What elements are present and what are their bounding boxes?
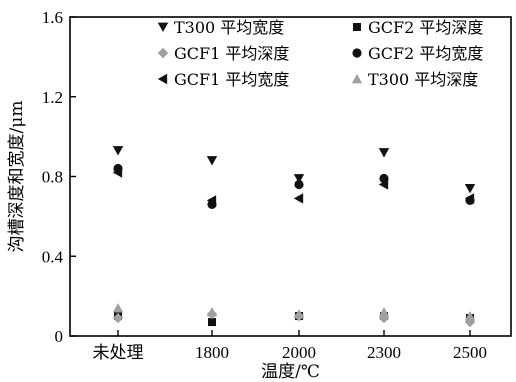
data-point — [464, 193, 475, 204]
legend-item: GCF1 平均宽度 — [157, 70, 289, 89]
series-1 — [114, 312, 474, 327]
data-point — [112, 303, 124, 313]
legend-marker — [353, 23, 361, 31]
data-point — [378, 179, 389, 190]
legend-label: GCF1 平均宽度 — [174, 70, 289, 89]
x-tick-label: 2300 — [367, 343, 401, 362]
series-3 — [113, 163, 475, 210]
data-point — [293, 309, 305, 319]
data-point — [208, 318, 216, 327]
legend-marker — [157, 22, 169, 32]
x-tick-label: 2000 — [282, 343, 316, 362]
data-point — [378, 148, 390, 158]
x-tick-label: 未处理 — [93, 343, 144, 362]
y-tick-label: 0.4 — [42, 247, 64, 266]
legend-label: GCF1 平均深度 — [174, 44, 289, 63]
data-point — [112, 146, 124, 156]
legend-label: T300 平均宽度 — [174, 18, 284, 37]
data-point — [112, 312, 124, 324]
legend: T300 平均宽度 GCF2 平均深度 GCF1 平均深度 GCF2 平均宽度 GCF1… — [157, 18, 483, 89]
series-2 — [112, 308, 476, 328]
data-point — [294, 179, 304, 190]
series-0 — [112, 146, 476, 194]
legend-item: T300 平均深度 — [351, 70, 478, 89]
legend-marker — [351, 74, 363, 84]
legend-label: T300 平均深度 — [368, 70, 478, 89]
y-tick-label: 1.2 — [42, 88, 63, 107]
data-point — [206, 156, 218, 166]
plot-frame — [69, 16, 512, 337]
legend-item: T300 平均宽度 — [157, 18, 284, 37]
legend-marker — [352, 48, 362, 58]
legend-marker — [157, 47, 169, 59]
ticks: 0 0.4 0.8 1.2 1.6 未处理 1800 2000 2300 2500 — [42, 8, 487, 362]
series-5 — [112, 303, 476, 321]
data-point — [464, 311, 476, 321]
data-point — [464, 184, 476, 194]
legend-label: GCF2 平均深度 — [368, 18, 483, 37]
x-tick-label: 2500 — [453, 343, 487, 362]
y-axis-label: 沟槽深度和宽度/μm — [7, 101, 27, 253]
legend-label: GCF2 平均宽度 — [368, 44, 483, 63]
series-4 — [112, 167, 475, 206]
x-tick-label: 1800 — [195, 343, 229, 362]
data-point — [378, 307, 390, 317]
legend-item: GCF2 平均宽度 — [352, 44, 483, 63]
y-tick-label: 0 — [55, 327, 64, 346]
data-point — [293, 174, 305, 184]
y-tick-label: 1.6 — [42, 8, 63, 27]
axes — [69, 16, 512, 337]
legend-item: GCF1 平均深度 — [157, 44, 289, 63]
data-point — [206, 195, 217, 206]
data-point — [206, 307, 218, 317]
data-marks — [112, 146, 476, 328]
legend-marker — [157, 73, 168, 85]
data-point — [293, 193, 304, 204]
legend-item: GCF2 平均深度 — [353, 18, 483, 37]
x-axis-label: 温度/℃ — [261, 362, 320, 382]
data-point — [112, 167, 123, 178]
y-tick-label: 0.8 — [42, 168, 63, 187]
